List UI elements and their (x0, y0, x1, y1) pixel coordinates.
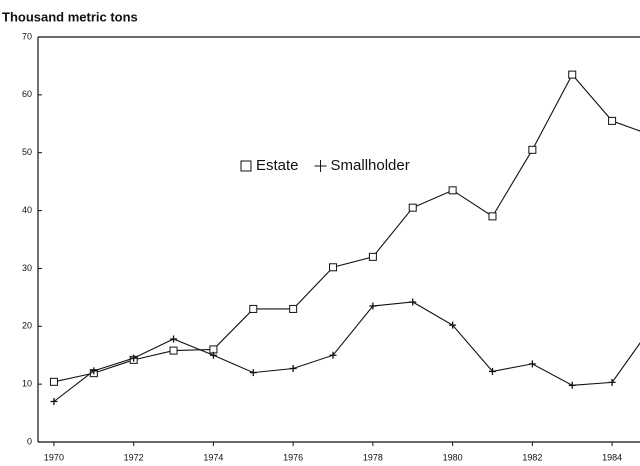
x-tick-label: 1980 (443, 452, 463, 462)
legend-item: Smallholder (314, 157, 410, 174)
legend-item: Estate (240, 157, 299, 174)
square-marker (169, 346, 178, 355)
plus-marker (50, 398, 58, 405)
legend-symbol (314, 160, 327, 172)
square-marker (49, 377, 58, 386)
square-marker (568, 70, 577, 79)
legend-label: Smallholder (331, 157, 410, 174)
x-tick-label: 1972 (124, 452, 144, 462)
legend-label: Estate (256, 157, 299, 174)
y-tick-label: 10 (22, 379, 32, 389)
y-tick-label: 0 (27, 436, 32, 446)
square-marker (368, 252, 377, 261)
plus-marker (568, 381, 576, 389)
square-marker (448, 186, 457, 195)
square-marker (488, 212, 497, 221)
plus-marker (289, 365, 297, 373)
y-tick-label: 30 (22, 263, 32, 273)
y-tick-label: 50 (22, 147, 32, 157)
x-tick-label: 1978 (363, 452, 383, 462)
plus-marker (90, 367, 98, 375)
plus-marker (409, 298, 417, 306)
y-tick-label: 70 (22, 31, 32, 41)
plus-marker (608, 378, 616, 386)
plot-area (49, 70, 640, 405)
plus-marker (249, 369, 257, 377)
x-tick-label: 1970 (44, 452, 64, 462)
square-marker (329, 263, 338, 272)
square-marker (289, 304, 298, 313)
y-tick-label: 60 (22, 89, 32, 99)
plus-marker (528, 360, 536, 368)
plus-marker (130, 354, 138, 362)
square-marker (249, 304, 258, 313)
square-marker (408, 203, 417, 212)
chart-title: Thousand metric tons (2, 9, 138, 24)
x-tick-label: 1976 (283, 452, 303, 462)
square-marker (608, 116, 617, 125)
plus-marker (488, 367, 496, 375)
square-marker (528, 145, 537, 154)
series-line (53, 301, 640, 402)
x-tick-label: 1984 (602, 452, 622, 462)
y-tick-label: 20 (22, 321, 32, 331)
series-line (53, 73, 640, 383)
legend-symbol (240, 160, 252, 172)
x-tick-label: 1974 (203, 452, 223, 462)
plus-marker (329, 351, 337, 359)
plus-marker (369, 302, 377, 310)
x-tick-label: 1982 (522, 452, 542, 462)
y-tick-label: 40 (22, 205, 32, 215)
plus-marker (209, 351, 217, 359)
plus-marker (449, 321, 457, 329)
plus-marker (170, 335, 178, 343)
